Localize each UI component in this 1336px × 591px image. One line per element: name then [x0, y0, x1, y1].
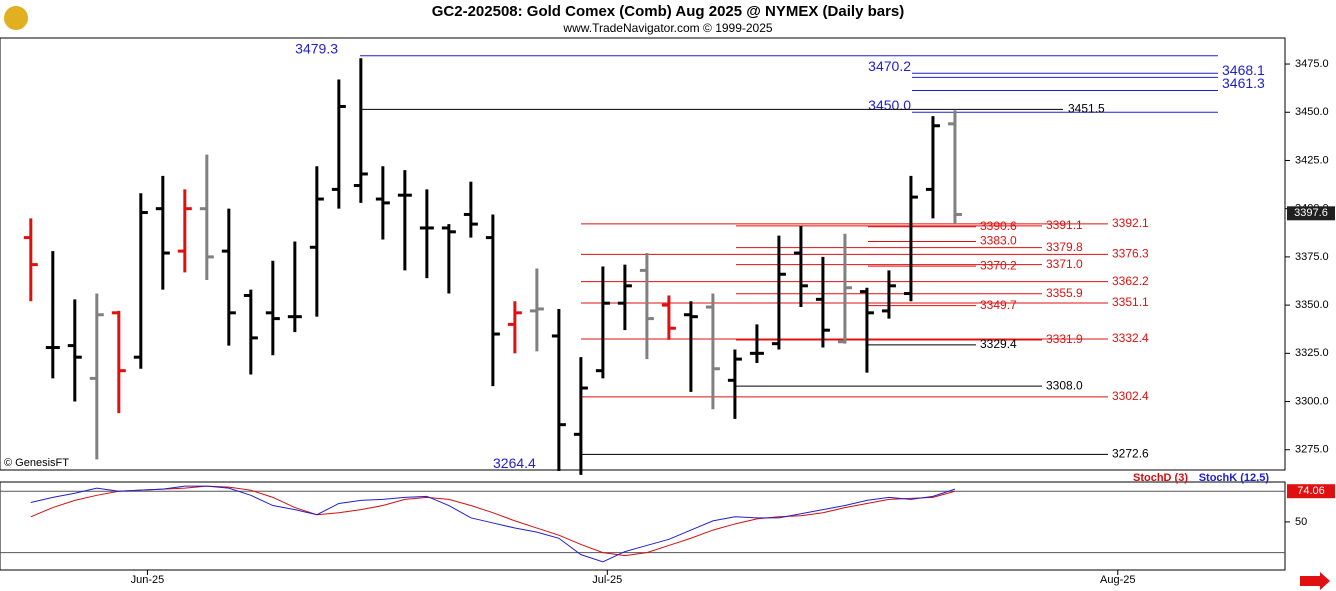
y-tick-label: 3375.0	[1295, 251, 1329, 263]
x-tick-label: Aug-25	[1100, 574, 1135, 586]
x-tick-label: Jun-25	[131, 574, 165, 586]
y-tick-label: 3325.0	[1295, 347, 1329, 359]
stoch-tick-label: 50	[1295, 516, 1307, 528]
level-label: 3391.1	[1046, 218, 1083, 232]
y-tick-label: 3275.0	[1295, 444, 1329, 456]
source: © GenesisFT	[4, 457, 69, 469]
price-panel	[0, 37, 1286, 471]
last-price-box	[1287, 206, 1335, 221]
level-label: 3264.4	[493, 455, 536, 471]
chart-title: GC2-202508: Gold Comex (Comb) Aug 2025 @…	[432, 3, 905, 20]
level-label: 3451.5	[1068, 102, 1105, 116]
level-label: 3470.2	[868, 58, 911, 74]
y-tick-label: 3475.0	[1295, 58, 1329, 70]
level-label: 3302.4	[1112, 389, 1149, 403]
level-label: 3370.2	[980, 258, 1017, 272]
stoch-last-label: 74.06	[1297, 485, 1325, 497]
level-label: 3376.3	[1112, 247, 1149, 261]
scroll-arrow[interactable]	[1300, 572, 1330, 590]
y-tick-label: 3350.0	[1295, 299, 1329, 311]
level-label: 3479.3	[295, 40, 338, 56]
level-label: 3371.0	[1046, 257, 1083, 271]
stoch-line	[30, 485, 956, 557]
logo	[4, 6, 28, 30]
level-label: 3450.0	[868, 97, 911, 113]
level-label: 3349.7	[980, 298, 1017, 312]
level-label: 3331.9	[1046, 332, 1083, 346]
legend-d: StochD (3)	[1133, 472, 1188, 484]
y-tick-label: 3300.0	[1295, 395, 1329, 407]
y-tick-label: 3425.0	[1295, 154, 1329, 166]
level-label: 3390.6	[980, 219, 1017, 233]
level-label: 3332.4	[1112, 331, 1149, 345]
level-label: 3362.2	[1112, 274, 1149, 288]
stoch-line	[30, 485, 956, 563]
level-label: 3308.0	[1046, 378, 1083, 392]
level-label: 3392.1	[1112, 216, 1149, 230]
chart-subtitle: www.TradeNavigator.com © 1999-2025	[562, 21, 772, 35]
legend-k: StochK (12,5)	[1199, 472, 1270, 484]
last-price-label: 3397.6	[1294, 207, 1328, 219]
level-label: 3383.0	[980, 234, 1017, 248]
level-label: 3461.3	[1222, 75, 1265, 91]
y-tick-label: 3450.0	[1295, 106, 1329, 118]
level-label: 3355.9	[1046, 286, 1083, 300]
level-label: 3272.6	[1112, 447, 1149, 461]
level-label: 3379.8	[1046, 240, 1083, 254]
level-label: 3329.4	[980, 337, 1017, 351]
level-label: 3468.1	[1222, 62, 1265, 78]
x-tick-label: Jul-25	[592, 574, 622, 586]
stoch-last-box	[1287, 484, 1335, 499]
stoch-panel	[0, 481, 1286, 571]
level-label: 3351.1	[1112, 295, 1149, 309]
